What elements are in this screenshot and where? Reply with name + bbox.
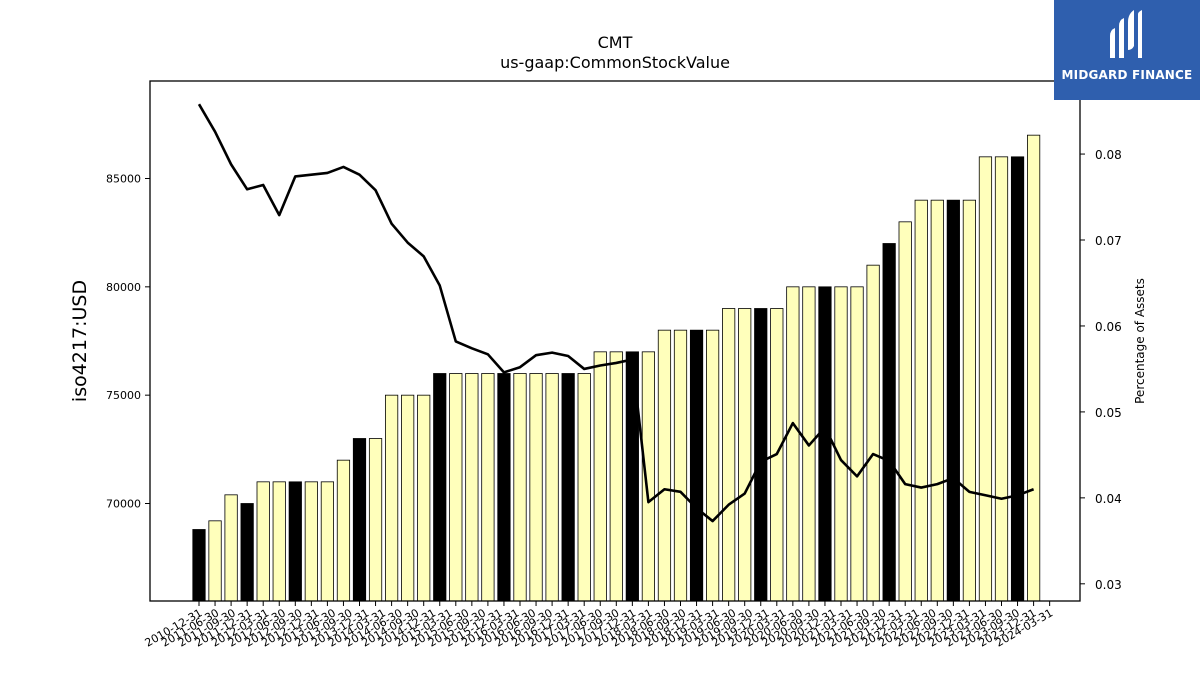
- bar-2022-06-30: [930, 199, 944, 602]
- percentage-line-series: [197, 103, 1035, 523]
- bar-2017-12-31: [641, 351, 656, 602]
- bar-2016-12-31: [577, 373, 591, 602]
- bar-2014-09-30: [433, 373, 447, 602]
- bar-2012-03-31: [272, 481, 286, 602]
- bar-2018-06-30: [673, 329, 688, 602]
- chart-title: CMT: [598, 33, 633, 52]
- bar-2016-06-30: [545, 373, 559, 602]
- bar-2019-03-31: [722, 308, 736, 602]
- bar-2011-12-31: [256, 481, 270, 602]
- bar-2022-03-31: [914, 199, 928, 602]
- bar-2023-09-30: [1010, 156, 1025, 602]
- bar-2018-12-31: [706, 329, 720, 602]
- bar-2023-03-31: [978, 156, 993, 602]
- y2-tick-label: 0.08: [1095, 148, 1122, 162]
- bar-2015-09-30: [497, 373, 511, 602]
- bar-2016-09-30: [561, 373, 575, 602]
- bar-2019-09-30: [754, 308, 768, 602]
- bar-2013-03-31: [336, 459, 351, 602]
- y2-tick-label: 0.05: [1095, 406, 1122, 420]
- bar-2012-12-31: [320, 481, 335, 602]
- y2-tick-label: 0.07: [1095, 234, 1122, 248]
- bar-2012-09-30: [304, 481, 318, 602]
- bar-2015-12-31: [513, 373, 527, 602]
- y2-tick-label: 0.03: [1095, 578, 1122, 592]
- bar-2011-06-30: [224, 494, 238, 602]
- bar-2013-09-30: [368, 438, 383, 602]
- bar-2021-12-31: [898, 221, 912, 602]
- bar-2010-12-31: [192, 529, 206, 602]
- bar-2012-06-30: [288, 481, 302, 602]
- bar-2020-12-31: [834, 286, 848, 602]
- bar-2014-12-31: [449, 373, 463, 602]
- midgard-finance-logo: MIDGARD FINANCE: [1054, 0, 1200, 100]
- chart-subtitle: us-gaap:CommonStockValue: [500, 53, 730, 72]
- bar-2011-09-30: [240, 503, 254, 602]
- bar-2014-03-31: [401, 394, 415, 602]
- bar-2021-06-30: [866, 264, 880, 602]
- logo-mark-icon: [1110, 10, 1142, 58]
- bar-2018-03-31: [657, 329, 672, 602]
- bar-2018-09-30: [689, 329, 704, 602]
- bar-2023-12-31: [1027, 134, 1041, 602]
- y-axis-right: 0.03 0.04 0.05 0.06 0.07 0.08: [1080, 148, 1122, 592]
- bar-2022-09-30: [946, 199, 960, 602]
- y-tick-label: 75000: [106, 389, 141, 402]
- y-tick-label: 70000: [106, 498, 141, 511]
- bar-2015-06-30: [481, 373, 495, 602]
- y2-axis-label: Percentage of Assets: [1133, 278, 1147, 404]
- y2-tick-label: 0.06: [1095, 320, 1122, 334]
- bar-2023-06-30: [994, 156, 1009, 602]
- bar-2020-03-31: [786, 286, 800, 602]
- bar-2021-03-31: [850, 286, 864, 602]
- bar-2014-06-30: [417, 394, 431, 602]
- y-axis-label: iso4217:USD: [69, 280, 91, 402]
- bar-2021-09-30: [882, 243, 896, 602]
- y2-tick-label: 0.04: [1095, 492, 1122, 506]
- bar-series: [192, 134, 1041, 602]
- bar-2020-09-30: [818, 286, 832, 602]
- bar-2019-06-30: [738, 308, 752, 602]
- x-axis: 2010-12-312011-06-302011-09-302011-12-31…: [143, 601, 1055, 650]
- bar-2015-03-31: [465, 373, 479, 602]
- bar-2022-12-31: [962, 199, 977, 602]
- bar-2013-06-30: [352, 438, 367, 602]
- bar-2017-06-30: [609, 351, 623, 602]
- y-axis-left: 70000 75000 80000 85000: [106, 173, 150, 511]
- y-tick-label: 80000: [106, 281, 141, 294]
- bar-2016-03-31: [529, 373, 543, 602]
- logo-text: MIDGARD FINANCE: [1061, 68, 1193, 82]
- percentage-of-assets-line: [197, 103, 1035, 523]
- bar-2017-03-31: [593, 351, 607, 602]
- bar-2011-03-31: [208, 520, 222, 602]
- y-tick-label: 85000: [106, 173, 141, 186]
- plot-frame: [149, 80, 1081, 602]
- bar-2013-12-31: [384, 394, 399, 602]
